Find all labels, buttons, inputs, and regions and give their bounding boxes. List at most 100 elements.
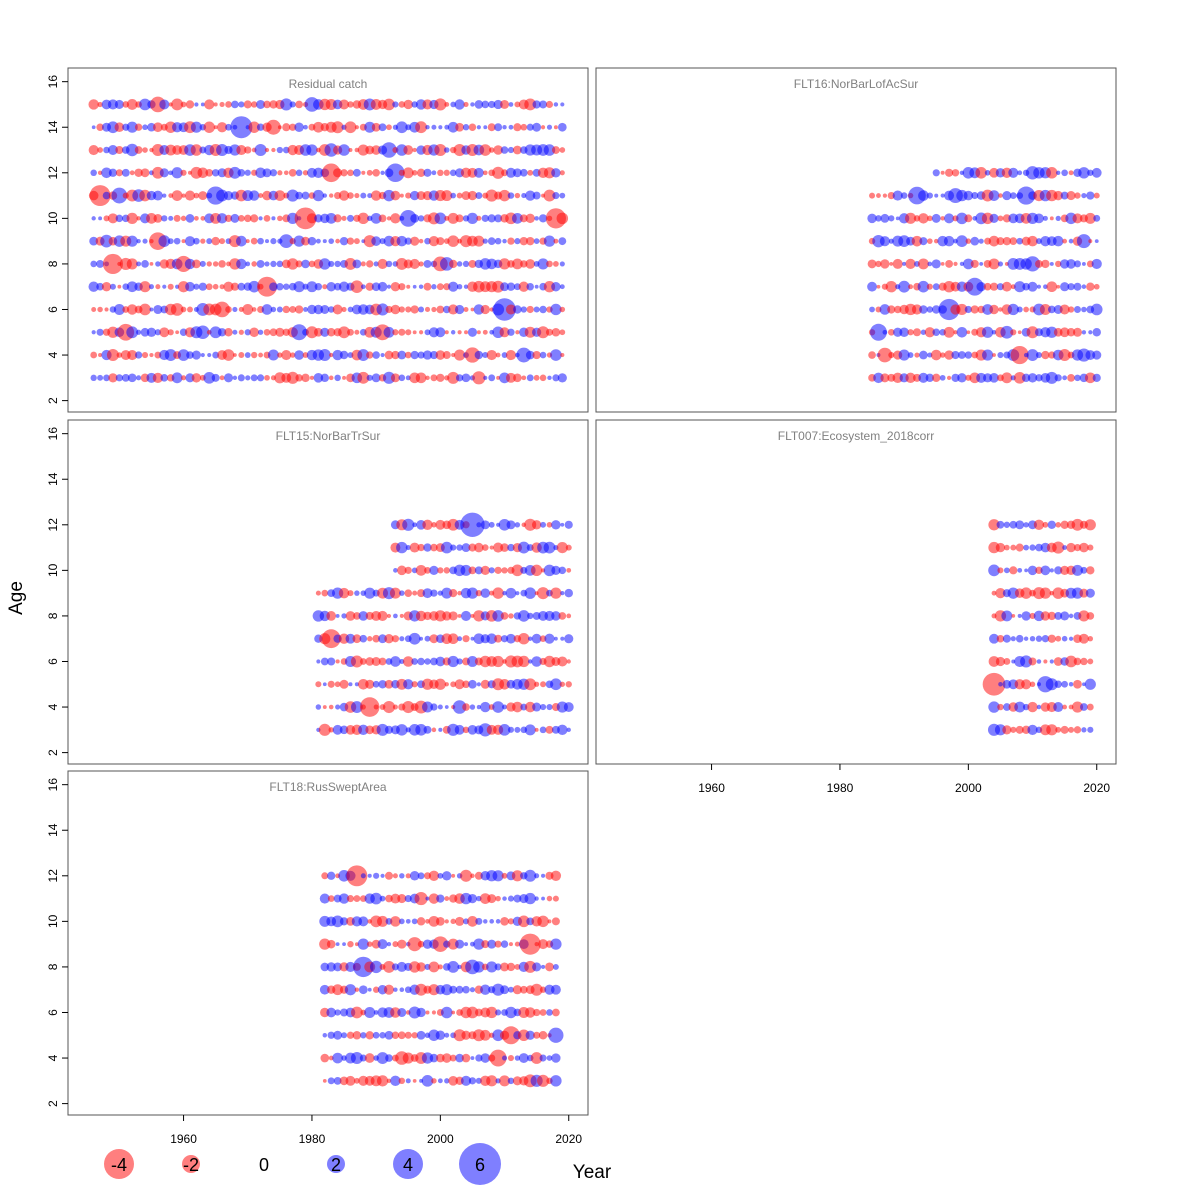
bubble: [543, 655, 556, 668]
legend-label: -2: [183, 1155, 199, 1175]
bubble: [415, 983, 428, 996]
bubble: [514, 726, 521, 733]
bubble: [892, 190, 903, 201]
bubble: [538, 1031, 548, 1040]
bubble: [212, 261, 219, 267]
bubble: [1073, 260, 1081, 268]
bubble: [194, 215, 199, 221]
bubble: [142, 124, 148, 131]
bubble: [126, 235, 138, 247]
bubble: [1035, 351, 1043, 359]
bubble: [378, 214, 387, 223]
bubble: [339, 350, 349, 360]
bubble: [397, 565, 407, 576]
bubble: [462, 985, 470, 994]
bubble: [257, 374, 265, 382]
bubble: [480, 520, 490, 530]
bubble: [96, 282, 104, 291]
bubble: [925, 373, 935, 383]
bubble: [248, 121, 260, 133]
bubble: [1073, 726, 1082, 734]
bubble: [116, 352, 123, 358]
bubble: [309, 375, 314, 380]
y-tick-label: 12: [46, 869, 60, 883]
bubble: [869, 306, 875, 313]
bubble: [211, 169, 220, 177]
bubble: [975, 167, 987, 179]
bubble: [492, 280, 505, 293]
bubble: [450, 544, 457, 551]
bubble: [314, 283, 323, 291]
bubble: [519, 985, 528, 994]
bubble: [898, 349, 910, 361]
bubble: [930, 349, 942, 361]
bubble: [386, 124, 392, 131]
bubble: [347, 328, 354, 336]
bubble: [964, 351, 973, 359]
bubble: [405, 329, 412, 336]
bubble: [538, 939, 549, 950]
bubble: [492, 610, 504, 622]
bubble: [96, 328, 104, 336]
bubble: [506, 282, 516, 291]
bubble: [332, 304, 343, 315]
y-tick-label: 6: [46, 306, 60, 313]
bubble: [1001, 372, 1013, 384]
bubble: [91, 307, 97, 312]
bubbles: [88, 96, 569, 385]
bubble: [410, 350, 419, 360]
bubble: [1026, 326, 1039, 339]
bubble: [412, 147, 417, 153]
bubble: [342, 375, 347, 380]
bubble: [180, 306, 187, 313]
y-tick-label: 4: [46, 1054, 60, 1061]
bubble: [1047, 520, 1056, 529]
bubble: [88, 144, 99, 156]
bubble: [539, 1009, 547, 1016]
bubble: [456, 284, 463, 290]
bubble: [242, 304, 254, 315]
bubble: [546, 260, 553, 268]
bubble: [313, 121, 324, 133]
bubble: [372, 634, 380, 643]
legend: -4 -2 0 2 4 6: [104, 1143, 501, 1185]
bubble: [121, 168, 130, 177]
bubble: [113, 304, 125, 315]
bubble: [1010, 329, 1017, 336]
bubble: [140, 168, 150, 178]
bubble: [918, 372, 929, 383]
bubble: [496, 375, 501, 380]
bubble: [946, 375, 952, 380]
bubble: [532, 350, 541, 360]
bubble: [540, 125, 546, 130]
bubble: [306, 213, 318, 224]
bubble: [142, 147, 148, 153]
bubble: [249, 327, 259, 338]
bubble: [442, 351, 451, 360]
bubble: [134, 123, 143, 131]
panel-frame: [67, 67, 589, 413]
bubble: [442, 871, 452, 881]
y-tick-label: 16: [46, 427, 60, 441]
bubble: [501, 872, 508, 879]
bubble: [431, 306, 437, 313]
bubble: [1087, 544, 1094, 551]
bubble: [482, 238, 488, 244]
bubble: [501, 567, 508, 574]
bubble: [103, 146, 110, 154]
bubble: [153, 122, 163, 133]
bubble: [398, 374, 406, 382]
y-tick-label: 14: [46, 120, 60, 134]
bubble: [944, 213, 955, 224]
bubble: [976, 372, 987, 383]
bubble: [115, 169, 123, 177]
bubble: [380, 873, 385, 878]
bubble: [956, 303, 968, 316]
bubble: [481, 940, 490, 949]
bubble: [546, 704, 553, 711]
bubble: [335, 704, 341, 710]
bubble: [397, 1008, 407, 1017]
bubble: [1081, 727, 1087, 733]
bubble: [553, 238, 559, 244]
bubble: [462, 635, 470, 643]
